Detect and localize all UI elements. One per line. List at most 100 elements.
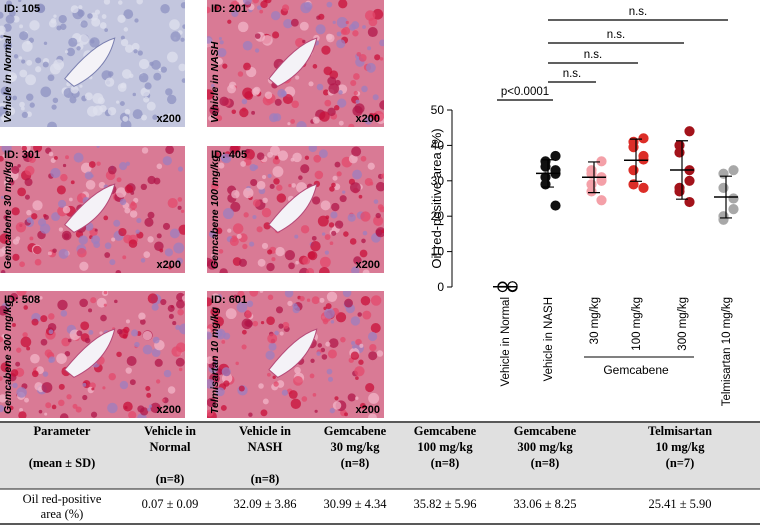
tissue-texture	[267, 333, 278, 344]
tissue-texture	[337, 98, 347, 108]
tissue-texture	[24, 397, 29, 403]
tissue-texture	[362, 310, 372, 320]
tissue-texture	[348, 123, 355, 127]
tissue-texture	[267, 173, 272, 179]
significance-label: n.s.	[584, 49, 603, 61]
tissue-texture	[68, 37, 78, 47]
tissue	[0, 0, 185, 127]
tissue-texture	[17, 164, 21, 168]
tissue-texture	[137, 50, 143, 56]
tissue-texture	[109, 259, 116, 266]
panel-magnification: x200	[356, 113, 380, 125]
tissue-texture	[159, 248, 164, 253]
tissue-texture	[380, 173, 384, 179]
y-axis-label: Oil red-positive area (%)	[429, 128, 444, 268]
tissue-texture	[58, 14, 67, 24]
tissue-texture	[6, 94, 12, 100]
tissue-texture	[88, 329, 94, 335]
tissue-texture	[78, 235, 88, 245]
tissue-texture	[24, 165, 35, 176]
tissue-texture	[242, 243, 248, 250]
tissue-texture	[362, 269, 370, 273]
tissue-texture	[59, 413, 69, 418]
tissue-texture	[227, 19, 232, 24]
tissue-texture	[272, 166, 284, 178]
tissue-texture	[295, 75, 300, 80]
tissue-texture	[207, 89, 214, 100]
tissue-texture	[167, 197, 178, 209]
data-point	[728, 193, 739, 204]
tissue-texture	[58, 399, 65, 407]
tissue-texture	[251, 110, 256, 115]
tissue-texture	[267, 151, 274, 158]
tissue-texture	[368, 413, 377, 418]
tissue-texture	[117, 14, 126, 23]
tissue-texture	[75, 406, 82, 413]
tissue-texture	[338, 0, 348, 9]
tissue-texture	[250, 178, 258, 187]
tissue-texture	[177, 166, 184, 172]
tissue-texture	[330, 320, 335, 324]
tissue-texture	[340, 336, 346, 343]
tissue-texture	[65, 155, 69, 160]
tissue-texture	[166, 51, 178, 63]
tissue-texture	[333, 105, 340, 111]
tissue-texture	[216, 330, 223, 337]
tissue-texture	[218, 249, 224, 254]
tissue-texture	[19, 407, 24, 412]
tissue-texture	[53, 59, 65, 71]
significance-label: n.s.	[629, 6, 648, 18]
tissue-texture	[375, 212, 381, 219]
data-point	[718, 168, 729, 179]
tissue-texture	[100, 314, 107, 322]
tissue-texture	[28, 155, 36, 164]
tissue-texture	[343, 231, 349, 237]
tissue-texture	[257, 5, 262, 10]
tissue-texture	[107, 165, 117, 175]
tissue-texture	[262, 35, 273, 46]
tissue-texture	[312, 64, 318, 69]
tissue-texture	[26, 209, 32, 216]
tissue-texture	[90, 297, 97, 304]
tissue-texture	[241, 344, 247, 350]
tissue-texture	[338, 120, 344, 126]
tissue-texture	[96, 146, 100, 148]
table-header: (n=8)	[251, 472, 280, 486]
tissue-texture	[376, 350, 384, 357]
tissue-texture	[43, 41, 48, 45]
tissue-texture	[292, 303, 298, 309]
tissue-texture	[123, 9, 134, 19]
tissue-texture	[274, 330, 279, 336]
tissue-texture	[213, 316, 224, 327]
tissue-texture	[210, 182, 219, 191]
tissue-texture	[40, 315, 48, 323]
tissue-texture	[156, 233, 162, 239]
data-point	[674, 147, 685, 158]
tissue-texture	[336, 17, 348, 28]
tissue-texture	[261, 207, 272, 218]
data-point	[628, 165, 639, 176]
tissue-texture	[262, 174, 267, 180]
tissue-texture	[370, 295, 382, 306]
tissue-texture	[160, 4, 170, 14]
tissue-texture	[142, 344, 153, 355]
tissue-texture	[115, 269, 122, 273]
tissue-texture	[0, 155, 4, 162]
tissue-texture	[22, 332, 28, 338]
tissue-texture	[287, 122, 291, 126]
tissue-texture	[17, 187, 27, 197]
tissue-texture	[299, 21, 309, 31]
tissue-texture	[60, 23, 67, 30]
tissue-texture	[303, 1, 313, 11]
table-cell: 0.07 ± 0.09	[142, 497, 199, 511]
tissue-texture	[29, 102, 35, 108]
tissue-texture	[35, 57, 42, 64]
tissue-texture	[254, 33, 261, 39]
tissue-texture	[162, 222, 171, 230]
tissue-texture	[215, 227, 223, 235]
tissue-texture	[111, 237, 116, 242]
tissue-texture	[379, 39, 384, 47]
tissue-texture	[103, 215, 109, 221]
tissue-texture	[144, 82, 152, 90]
tissue-texture	[319, 256, 331, 268]
